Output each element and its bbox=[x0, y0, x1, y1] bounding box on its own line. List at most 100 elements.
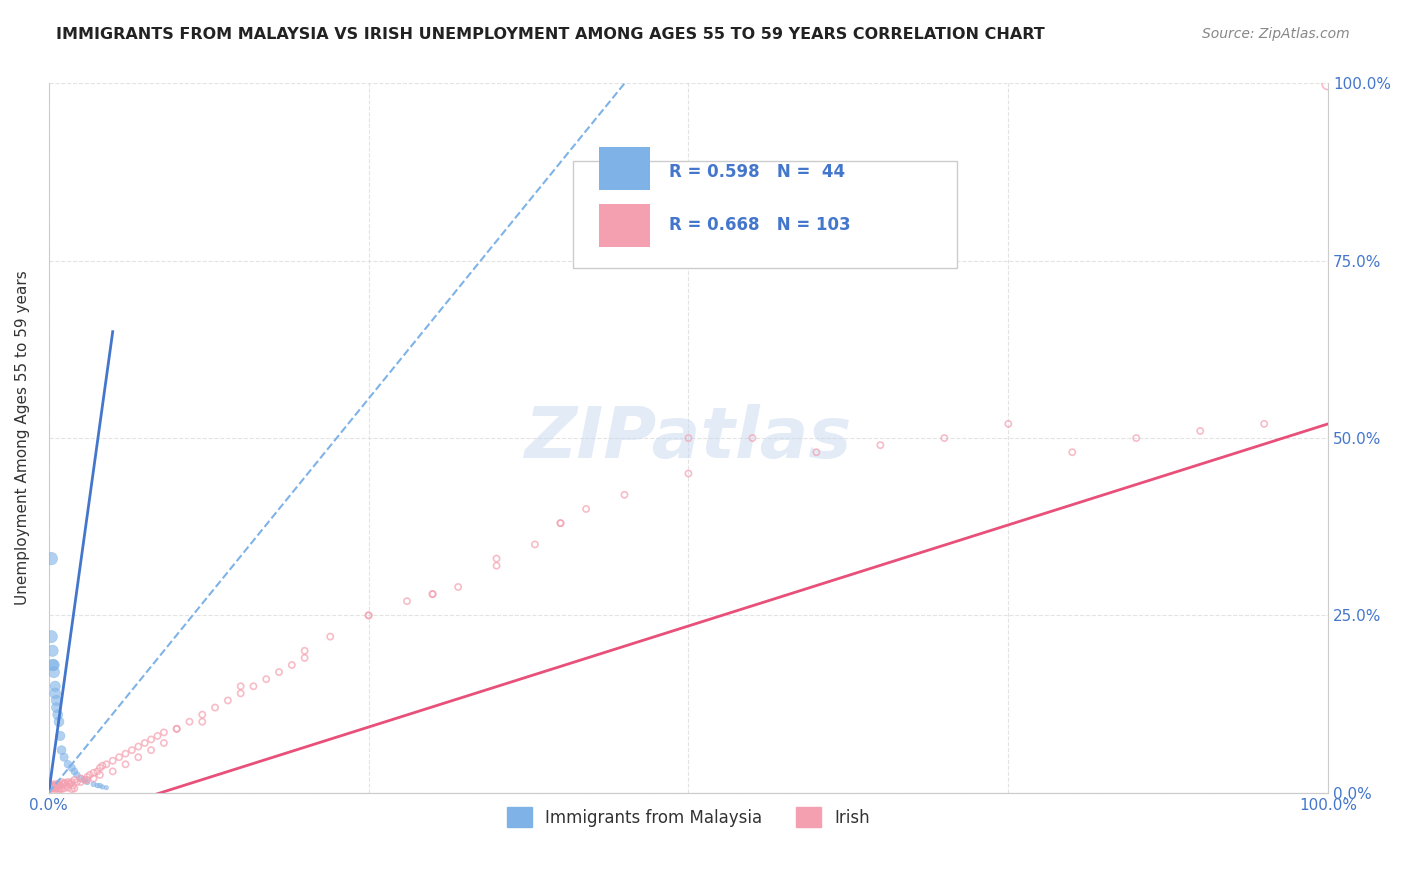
Point bbox=[48, 782, 70, 797]
Point bbox=[41, 779, 63, 793]
Point bbox=[53, 776, 76, 790]
Point bbox=[229, 686, 252, 700]
Point bbox=[1125, 431, 1147, 445]
Point bbox=[69, 772, 91, 786]
FancyBboxPatch shape bbox=[574, 161, 957, 268]
Point bbox=[134, 736, 156, 750]
Point bbox=[127, 739, 149, 754]
Point bbox=[121, 743, 143, 757]
Point bbox=[191, 707, 214, 722]
Text: Source: ZipAtlas.com: Source: ZipAtlas.com bbox=[1202, 27, 1350, 41]
Point bbox=[91, 780, 114, 794]
Point bbox=[39, 630, 62, 644]
Point bbox=[45, 781, 67, 796]
Point bbox=[166, 722, 188, 736]
Point bbox=[49, 729, 72, 743]
Point bbox=[63, 781, 86, 796]
Point bbox=[73, 772, 96, 787]
Point bbox=[281, 658, 304, 673]
Point bbox=[96, 757, 118, 772]
Point bbox=[41, 779, 63, 793]
Point bbox=[357, 608, 380, 623]
Text: IMMIGRANTS FROM MALAYSIA VS IRISH UNEMPLOYMENT AMONG AGES 55 TO 59 YEARS CORRELA: IMMIGRANTS FROM MALAYSIA VS IRISH UNEMPL… bbox=[56, 27, 1045, 42]
Point bbox=[48, 776, 70, 790]
Point bbox=[46, 780, 69, 795]
Point bbox=[69, 772, 91, 786]
Point bbox=[191, 714, 214, 729]
Point bbox=[613, 488, 636, 502]
Point bbox=[319, 630, 342, 644]
Point bbox=[41, 779, 63, 793]
Point bbox=[39, 779, 62, 793]
Point bbox=[66, 775, 89, 789]
Point bbox=[934, 431, 956, 445]
Point bbox=[58, 777, 80, 791]
Point bbox=[46, 707, 69, 722]
Point bbox=[83, 765, 105, 780]
Point bbox=[179, 714, 201, 729]
Point bbox=[447, 580, 470, 594]
Point bbox=[229, 679, 252, 693]
Point bbox=[139, 743, 162, 757]
Point bbox=[45, 779, 67, 793]
Point bbox=[48, 714, 70, 729]
Point bbox=[51, 782, 73, 797]
Point bbox=[76, 770, 98, 784]
Point bbox=[46, 777, 69, 791]
Point bbox=[114, 747, 136, 761]
Point bbox=[41, 658, 63, 673]
Point bbox=[56, 775, 79, 789]
Point bbox=[56, 757, 79, 772]
Point bbox=[41, 644, 63, 658]
Point bbox=[101, 754, 124, 768]
Point bbox=[39, 779, 62, 793]
Point bbox=[39, 782, 62, 797]
Point bbox=[63, 772, 86, 787]
Point bbox=[254, 672, 277, 686]
Point bbox=[550, 516, 572, 530]
Point bbox=[60, 782, 83, 797]
Point bbox=[39, 783, 62, 797]
Point bbox=[60, 761, 83, 775]
Point bbox=[166, 722, 188, 736]
Point bbox=[46, 779, 69, 793]
Point bbox=[678, 467, 700, 481]
Point bbox=[101, 764, 124, 779]
Point bbox=[42, 665, 65, 679]
Point bbox=[1317, 77, 1340, 91]
Point bbox=[53, 750, 76, 764]
Point bbox=[114, 757, 136, 772]
Text: ZIPatlas: ZIPatlas bbox=[524, 403, 852, 473]
Point bbox=[523, 537, 546, 551]
Point bbox=[357, 608, 380, 623]
Point bbox=[44, 679, 66, 693]
Y-axis label: Unemployment Among Ages 55 to 59 years: Unemployment Among Ages 55 to 59 years bbox=[15, 270, 30, 606]
Point bbox=[39, 782, 62, 797]
Point bbox=[153, 736, 176, 750]
Point bbox=[76, 772, 98, 787]
Point bbox=[91, 758, 114, 772]
Text: R = 0.598   N =  44: R = 0.598 N = 44 bbox=[669, 163, 845, 181]
Point bbox=[86, 779, 108, 793]
Point bbox=[86, 764, 108, 779]
Point bbox=[48, 779, 70, 793]
Point bbox=[39, 779, 62, 793]
Point bbox=[41, 779, 63, 793]
Point bbox=[39, 551, 62, 566]
Point bbox=[1189, 424, 1212, 438]
Point bbox=[59, 776, 82, 790]
Point bbox=[42, 780, 65, 795]
Point bbox=[45, 779, 67, 793]
Point bbox=[422, 587, 444, 601]
Point bbox=[66, 768, 89, 782]
Point bbox=[39, 780, 62, 794]
Point bbox=[242, 679, 264, 693]
Point bbox=[49, 781, 72, 796]
Point bbox=[41, 781, 63, 796]
Point bbox=[204, 700, 226, 714]
Point bbox=[39, 783, 62, 797]
Point bbox=[146, 729, 169, 743]
Point bbox=[294, 651, 316, 665]
Point bbox=[108, 750, 131, 764]
Point bbox=[83, 772, 105, 786]
